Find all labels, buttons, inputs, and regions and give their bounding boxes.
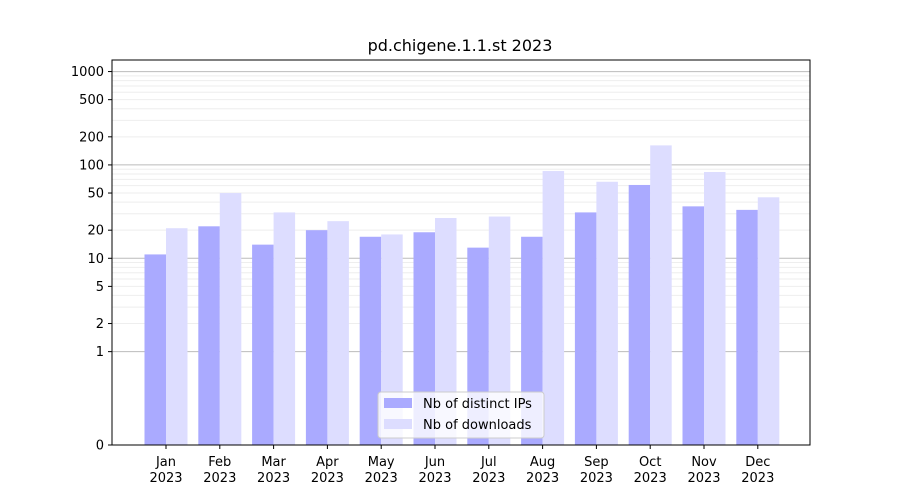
x-tick-label-year: 2023 [526, 471, 559, 486]
bar-distinct-ips [628, 184, 651, 445]
y-axis: 0 1 2 5 10 20 50 100 200 500 1000 [71, 65, 112, 454]
y-tick-label: 100 [79, 158, 104, 173]
x-tick-label-year: 2023 [472, 471, 505, 486]
x-tick-label-year: 2023 [365, 471, 398, 486]
x-tick-label-year: 2023 [257, 471, 290, 486]
bar-downloads [650, 145, 672, 445]
legend-swatch-downloads [384, 419, 412, 429]
chart-title: pd.chigene.1.1.st 2023 [368, 36, 553, 55]
y-tick-label: 1 [96, 345, 104, 360]
bar-downloads [488, 216, 511, 445]
y-tick-label: 10 [87, 252, 104, 267]
bar-downloads [757, 197, 780, 445]
y-tick-label: 20 [87, 224, 104, 239]
bar-distinct-ips [252, 244, 274, 445]
legend-label-distinct-ips: Nb of distinct IPs [423, 397, 532, 412]
x-tick-label-year: 2023 [149, 471, 182, 486]
bar-downloads [704, 171, 726, 445]
bar-downloads [596, 181, 618, 445]
x-tick-label-year: 2023 [741, 471, 774, 486]
legend-box [377, 391, 545, 439]
y-tick-label: 50 [87, 187, 104, 202]
bar-distinct-ips [682, 206, 704, 445]
legend: Nb of distinct IPs Nb of downloads [377, 391, 545, 439]
y-tick-label: 200 [79, 130, 104, 145]
y-tick-label: 1000 [71, 65, 104, 80]
x-tick-label-month: Feb [208, 455, 231, 470]
x-tick-label-year: 2023 [418, 471, 451, 486]
x-tick-label-year: 2023 [203, 471, 236, 486]
x-tick-label-year: 2023 [687, 471, 720, 486]
bar-downloads [327, 221, 349, 445]
x-tick-label-month: Mar [261, 455, 286, 470]
x-tick-label-month: Nov [691, 455, 717, 470]
x-tick-label-month: Aug [530, 455, 555, 470]
bar-distinct-ips [144, 254, 166, 445]
y-tick-label: 5 [96, 280, 104, 295]
x-tick-label-year: 2023 [580, 471, 613, 486]
bar-downloads [219, 193, 242, 445]
bar-downloads [166, 228, 188, 445]
bar-distinct-ips [736, 209, 758, 445]
bar-downloads [435, 218, 457, 445]
x-tick-label-month: Sep [584, 455, 609, 470]
bar-downloads [273, 212, 296, 445]
bar-distinct-ips [359, 236, 382, 445]
y-tick-label: 500 [79, 93, 104, 108]
bar-distinct-ips [305, 230, 328, 445]
x-tick-label-month: May [368, 455, 395, 470]
bar-distinct-ips [198, 226, 220, 445]
x-tick-label-month: Oct [639, 455, 661, 470]
x-tick-label-month: Jun [424, 455, 445, 470]
legend-swatch-distinct-ips [384, 398, 412, 408]
x-axis: Jan2023Feb2023Mar2023Apr2023May2023Jun20… [149, 445, 774, 486]
x-tick-label-month: Jul [480, 455, 497, 470]
legend-label-downloads: Nb of downloads [423, 418, 532, 433]
y-tick-label: 0 [96, 439, 104, 454]
bar-distinct-ips [574, 212, 597, 445]
x-tick-label-year: 2023 [634, 471, 667, 486]
x-tick-label-year: 2023 [311, 471, 344, 486]
x-tick-label-month: Apr [316, 455, 339, 470]
plot-frame [111, 59, 811, 446]
x-tick-label-month: Jan [155, 455, 176, 470]
bar-downloads [542, 171, 565, 445]
x-tick-label-month: Dec [745, 455, 770, 470]
y-tick-label: 2 [96, 317, 104, 332]
